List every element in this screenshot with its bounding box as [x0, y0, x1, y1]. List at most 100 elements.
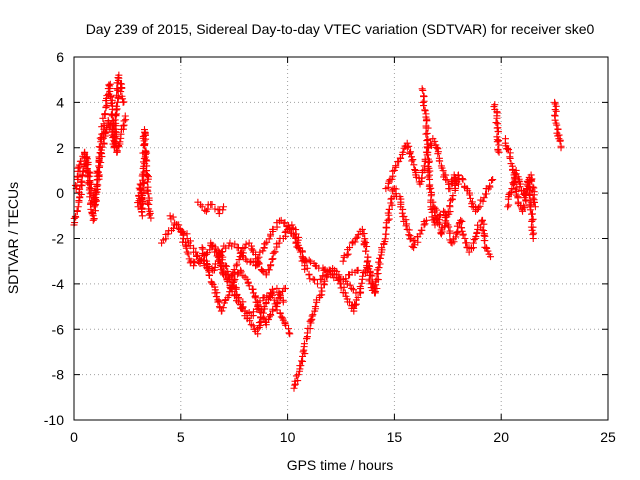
- plus-marker: [269, 305, 277, 313]
- plus-marker: [245, 282, 253, 290]
- plus-marker: [144, 190, 152, 198]
- plus-marker: [119, 95, 127, 103]
- plus-marker: [275, 239, 283, 247]
- plus-marker: [429, 198, 437, 206]
- plus-marker: [86, 193, 94, 201]
- plus-marker: [213, 252, 221, 260]
- plus-marker: [100, 120, 108, 128]
- plus-marker: [390, 166, 398, 174]
- plus-marker: [352, 235, 360, 242]
- x-tick-label: 10: [280, 429, 296, 445]
- plus-marker: [506, 189, 514, 197]
- plus-marker: [451, 177, 459, 185]
- plus-marker: [118, 84, 126, 92]
- plus-marker: [314, 280, 322, 288]
- y-tick-label: -8: [52, 367, 65, 383]
- plus-marker: [261, 240, 269, 248]
- plus-marker: [350, 305, 358, 313]
- plus-marker: [281, 219, 289, 227]
- plus-marker: [301, 350, 309, 358]
- x-tick-label: 25: [600, 429, 616, 445]
- plus-marker: [458, 175, 466, 183]
- plus-marker: [402, 216, 410, 224]
- plus-marker: [495, 148, 503, 156]
- plus-marker: [205, 271, 213, 279]
- plus-marker: [201, 206, 209, 214]
- plus-marker: [95, 172, 103, 180]
- plus-marker: [95, 153, 103, 161]
- plus-marker: [335, 275, 343, 283]
- plus-marker: [490, 103, 498, 111]
- plus-marker: [553, 121, 561, 129]
- series-prn-f: [194, 198, 228, 218]
- plus-marker: [99, 114, 107, 122]
- plus-marker: [190, 262, 198, 270]
- plus-marker: [551, 116, 559, 124]
- plus-marker: [453, 229, 461, 237]
- plus-marker: [231, 276, 239, 284]
- plus-marker: [200, 251, 208, 259]
- plus-marker: [418, 85, 426, 93]
- plus-marker: [106, 80, 114, 88]
- plus-marker: [556, 137, 564, 145]
- x-tick-label: 5: [177, 429, 185, 445]
- plus-marker: [449, 192, 457, 200]
- plus-marker: [308, 312, 316, 320]
- plus-marker: [75, 161, 83, 169]
- plus-marker: [309, 311, 317, 319]
- plus-marker: [327, 271, 335, 279]
- series-prn-g: [207, 221, 360, 297]
- plus-marker: [255, 260, 263, 268]
- plus-marker: [528, 216, 536, 224]
- plus-marker: [340, 283, 348, 291]
- plus-marker: [493, 124, 501, 132]
- plus-marker: [102, 103, 110, 111]
- plus-marker: [493, 138, 501, 146]
- plus-marker: [294, 371, 302, 379]
- plus-marker: [373, 285, 381, 293]
- plus-marker: [356, 283, 364, 291]
- plus-marker: [476, 202, 484, 210]
- plus-marker: [300, 340, 308, 348]
- plus-marker: [296, 248, 304, 256]
- plus-marker: [489, 176, 497, 184]
- plus-marker: [231, 240, 239, 248]
- plus-marker: [208, 200, 216, 208]
- series-prn-r: [551, 98, 565, 152]
- plus-marker: [273, 284, 281, 292]
- series-prn-n: [429, 171, 497, 238]
- plus-marker: [73, 207, 81, 215]
- plus-marker: [111, 139, 119, 147]
- plus-marker: [438, 164, 446, 172]
- tick-labels: 0 5 10 15 20 25 -10 -8 -6 -4 -2 0 2 4 6: [44, 49, 616, 445]
- plus-marker: [281, 318, 289, 326]
- plus-marker: [254, 301, 262, 309]
- plus-marker: [237, 266, 245, 274]
- plus-marker: [524, 179, 532, 187]
- plus-marker: [374, 276, 382, 284]
- plus-marker: [233, 270, 241, 278]
- plus-marker: [399, 148, 407, 156]
- x-tick-label: 0: [70, 429, 78, 445]
- y-tick-label: 6: [56, 49, 64, 65]
- plus-marker: [371, 289, 379, 297]
- series-prn-h: [198, 244, 289, 329]
- plus-marker: [554, 125, 562, 133]
- plus-marker: [218, 307, 226, 315]
- plus-marker: [195, 255, 203, 263]
- plus-marker: [492, 119, 500, 127]
- plus-marker: [147, 214, 155, 222]
- plus-marker: [251, 293, 259, 301]
- plus-marker: [441, 219, 449, 227]
- plus-marker: [305, 271, 313, 279]
- plus-marker: [368, 272, 376, 280]
- y-tick-label: 4: [56, 94, 64, 110]
- plus-marker: [292, 372, 300, 380]
- plus-marker: [358, 279, 366, 287]
- plus-marker: [319, 272, 327, 280]
- plus-marker: [454, 171, 462, 179]
- y-tick-label: 2: [56, 140, 64, 156]
- plus-marker: [228, 287, 236, 295]
- series-prn-k: [339, 185, 430, 297]
- plus-marker: [303, 334, 311, 342]
